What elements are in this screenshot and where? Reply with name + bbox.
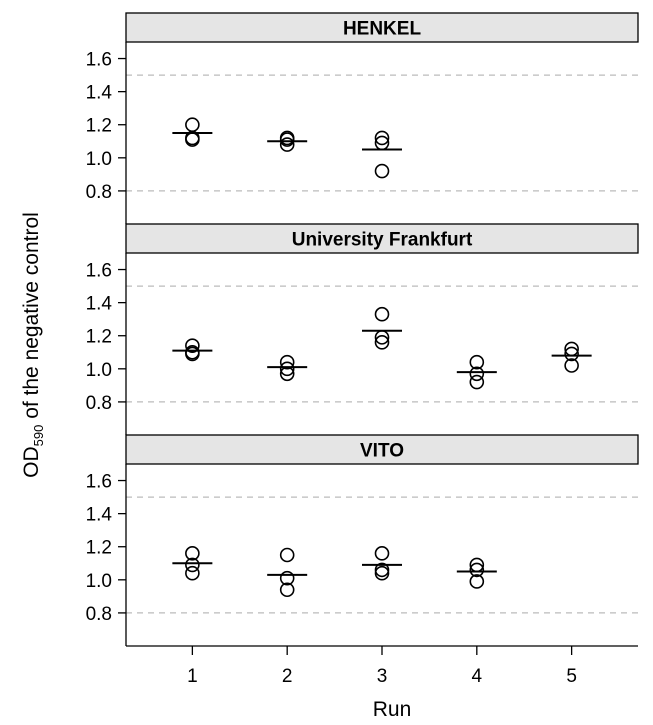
data-point [279,137,295,152]
data-point [564,358,579,373]
data-point [185,557,200,573]
panel-1: University Frankfurt 0.8 1.0 1.2 1.4 1.6 [86,223,639,435]
data-point [279,570,295,586]
y-tick-label: 1.2 [86,327,112,348]
y-tick-label: 1.2 [86,538,112,559]
data-point [185,546,200,561]
data-point [469,574,485,589]
data-point [564,346,579,362]
data-point [374,335,390,350]
panel-strip [125,434,639,465]
data-point [374,546,390,561]
data-point [185,338,200,353]
data-point [374,163,390,179]
y-tick-label: 1.6 [86,50,112,71]
y-tick-label: 1.4 [86,294,113,315]
y-tick-label: 1.0 [86,571,112,592]
data-point [374,130,390,146]
data-point [279,132,295,147]
data-point [374,565,390,581]
x-tick-label: 4 [472,666,483,687]
panel-title: University Frankfurt [292,230,473,251]
y-tick-label: 0.8 [86,604,112,625]
y-tick-label: 1.4 [86,83,113,104]
data-point [469,562,485,578]
data-point [469,366,485,382]
data-point [469,374,485,390]
x-axis-title: Run [373,698,412,721]
y-tick-label: 1.0 [86,360,112,381]
data-point [279,354,295,370]
panel-strip [125,223,639,254]
y-tick-label: 1.6 [86,261,112,282]
y-tick-label: 1.4 [86,505,113,526]
x-tick-label: 5 [566,666,577,687]
panel-0: HENKEL 0.8 1.0 1.2 1.4 1.6 [86,12,639,224]
panel-2: VITO 0.8 1.0 1.2 1.4 1.6 [86,434,639,646]
y-tick-label: 1.6 [86,472,112,493]
panel-strip [125,12,639,43]
y-axis-title: OD590 of the negative control [20,212,46,478]
x-tick-label: 2 [282,666,293,687]
x-tick-label: 3 [377,666,388,687]
data-point [185,565,200,581]
x-tick-label: 1 [187,666,198,687]
data-point [469,354,485,370]
y-tick-label: 1.2 [86,116,112,137]
panel-title: HENKEL [343,19,422,40]
y-tick-label: 0.8 [86,182,112,203]
data-point [374,306,390,322]
data-point [279,547,295,563]
data-point [279,582,295,598]
panel-title: VITO [360,441,404,462]
y-tick-label: 0.8 [86,393,112,414]
data-point [279,361,295,377]
data-point [185,117,200,133]
data-point [185,346,200,362]
y-tick-label: 1.0 [86,149,112,170]
